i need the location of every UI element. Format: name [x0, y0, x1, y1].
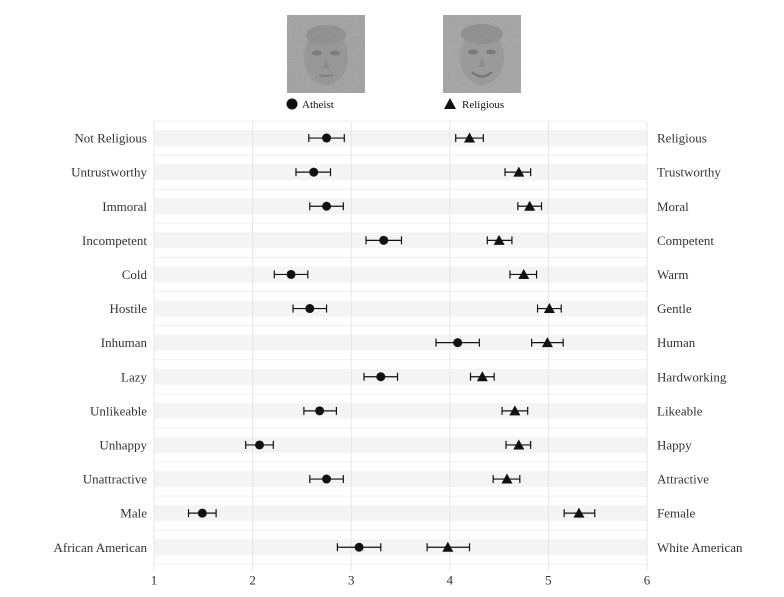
row-band [154, 402, 647, 419]
left-trait-label: African American [54, 540, 148, 555]
right-trait-label: Competent [657, 233, 714, 248]
atheist-point [376, 372, 386, 382]
row-band [154, 130, 647, 147]
religious-point [509, 405, 521, 416]
atheist-face-image [287, 15, 365, 93]
legend: Atheist Religious [286, 98, 504, 111]
right-trait-label: Happy [657, 437, 692, 452]
atheist-point [322, 201, 332, 211]
right-trait-label: Religious [657, 131, 707, 146]
row-band [154, 471, 647, 488]
right-trait-label: Human [657, 335, 696, 350]
religious-point [543, 303, 555, 314]
religious-point [464, 132, 476, 143]
atheist-point [197, 508, 207, 518]
religious-point [501, 473, 513, 484]
plot-area: 1 2 3 4 5 6 Not Religious Religious Untrustworth… [54, 120, 743, 587]
religious-face-image [443, 15, 521, 93]
left-trait-label: Unlikeable [90, 403, 147, 418]
atheist-point [322, 474, 332, 484]
x-tick-label: 5 [545, 572, 552, 587]
row-band [154, 505, 647, 522]
religious-point [493, 234, 505, 245]
row-band [154, 539, 647, 556]
legend-religious-label: Religious [462, 99, 504, 111]
religious-point [524, 200, 536, 211]
religious-point [541, 337, 553, 348]
religious-point [513, 439, 525, 450]
x-tick-label: 4 [447, 572, 454, 587]
x-tick-label: 2 [249, 572, 256, 587]
atheist-point [379, 235, 389, 245]
left-trait-label: Inhuman [101, 335, 148, 350]
left-trait-label: Cold [122, 267, 148, 282]
atheist-point [322, 133, 332, 143]
atheist-point [354, 542, 364, 552]
row-band [154, 300, 647, 317]
religious-point [442, 541, 454, 552]
religious-point [513, 166, 525, 177]
right-trait-label: Trustworthy [657, 165, 721, 180]
left-trait-label: Immoral [102, 199, 147, 214]
legend-religious-marker [444, 98, 456, 109]
right-trait-label: Moral [657, 199, 689, 214]
x-tick-label: 1 [151, 572, 158, 587]
left-trait-label: Not Religious [74, 131, 147, 146]
left-trait-label: Lazy [121, 369, 147, 384]
row-band [154, 334, 647, 351]
left-trait-label: Untrustworthy [71, 165, 147, 180]
x-tick-label: 3 [348, 572, 355, 587]
right-trait-label: Likeable [657, 403, 703, 418]
atheist-point [305, 304, 315, 314]
atheist-point [286, 269, 296, 279]
religious-point [518, 268, 530, 279]
right-trait-label: Female [657, 506, 695, 521]
atheist-point [315, 406, 325, 416]
x-tick-label: 6 [644, 572, 651, 587]
right-trait-label: Warm [657, 267, 688, 282]
atheist-point [453, 338, 463, 348]
left-trait-label: Male [120, 506, 147, 521]
religious-point [476, 371, 488, 382]
left-trait-label: Unhappy [99, 437, 147, 452]
right-trait-label: Attractive [657, 472, 709, 487]
left-trait-label: Incompetent [82, 233, 147, 248]
right-trait-label: White American [657, 540, 743, 555]
legend-atheist-marker [286, 98, 298, 110]
left-trait-label: Unattractive [83, 472, 147, 487]
right-trait-label: Hardworking [657, 369, 727, 384]
atheist-point [309, 167, 319, 177]
atheist-point [255, 440, 265, 450]
legend-atheist-label: Atheist [302, 99, 334, 111]
row-band [154, 198, 647, 215]
row-band [154, 164, 647, 181]
row-band [154, 368, 647, 385]
row-band [154, 436, 647, 453]
row-band [154, 266, 647, 283]
left-trait-label: Hostile [109, 301, 147, 316]
religious-point [573, 507, 585, 518]
right-trait-label: Gentle [657, 301, 692, 316]
